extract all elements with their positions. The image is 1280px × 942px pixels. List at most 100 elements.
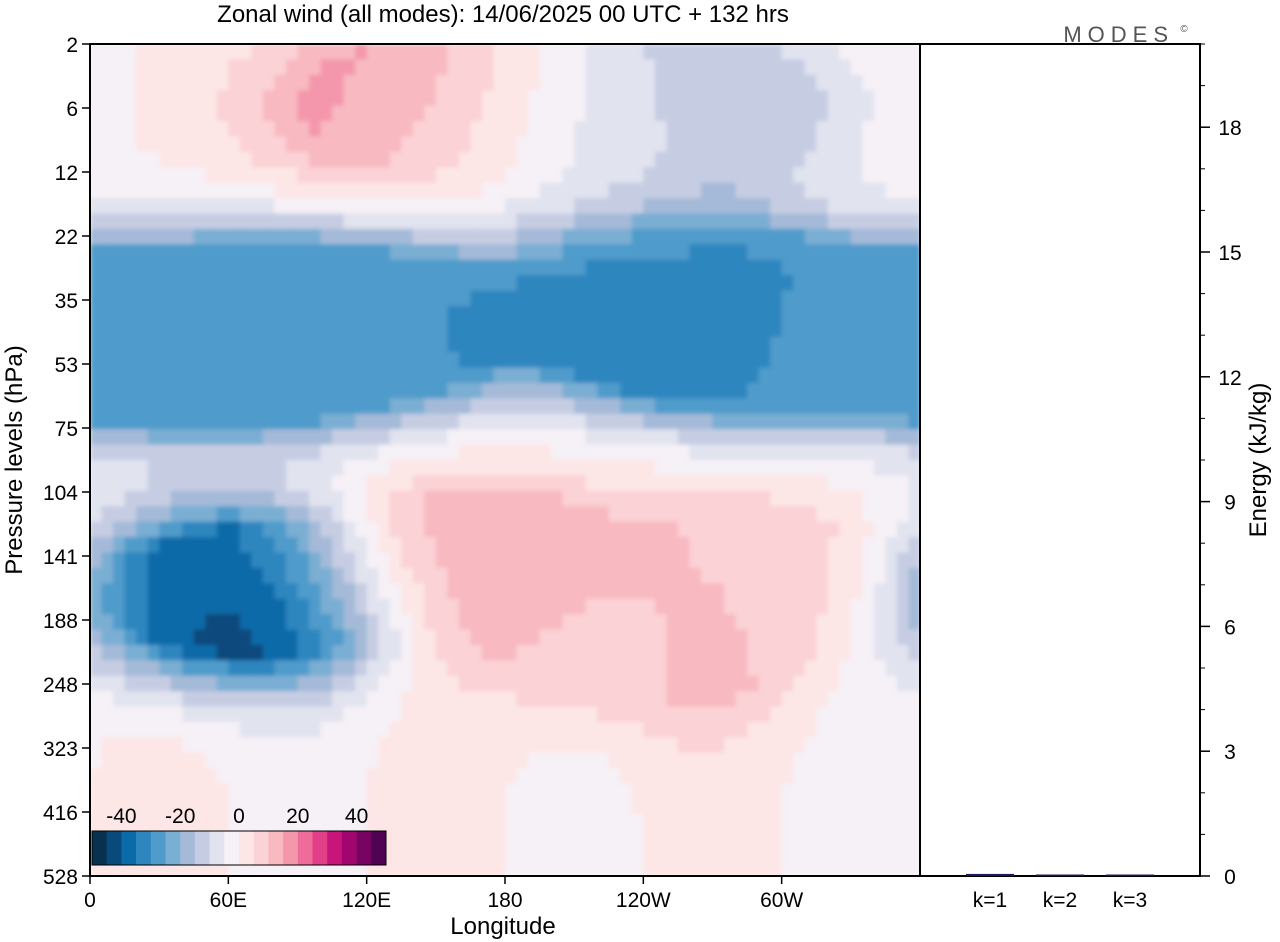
field-cell <box>804 244 817 261</box>
field-cell <box>747 352 760 369</box>
field-cell <box>804 737 817 754</box>
field-cell <box>758 521 771 538</box>
field-cell <box>458 151 472 168</box>
field-cell <box>781 460 794 477</box>
field-cell <box>804 644 817 661</box>
field-cell <box>689 444 702 461</box>
field-cell <box>297 429 310 446</box>
field-cell <box>182 213 195 230</box>
field-cell <box>643 136 656 153</box>
field-cell <box>239 321 252 338</box>
colorbar-swatch <box>283 831 299 865</box>
field-cell <box>505 213 518 230</box>
field-cell <box>193 305 206 322</box>
colorbar-swatch <box>371 831 387 865</box>
field-cell <box>355 352 368 369</box>
field-cell <box>539 413 552 430</box>
field-cell <box>297 398 310 415</box>
field-cell <box>747 629 760 646</box>
field-cell <box>297 182 310 199</box>
field-cell <box>608 275 621 292</box>
field-cell <box>839 228 852 245</box>
field-cell <box>850 721 863 738</box>
field-cell <box>458 644 472 661</box>
field-cell <box>551 583 564 600</box>
field-cell <box>620 275 633 292</box>
energy-bar <box>966 873 1014 876</box>
field-cell <box>620 305 633 322</box>
field-cell <box>793 629 806 646</box>
field-cell <box>677 537 691 554</box>
field-cell <box>666 413 679 430</box>
field-cell <box>885 413 898 430</box>
field-cell <box>908 336 920 353</box>
field-cell <box>516 521 529 538</box>
field-cell <box>435 151 448 168</box>
field-cell <box>700 737 714 754</box>
field-cell <box>458 583 472 600</box>
field-cell <box>804 506 817 523</box>
field-cell <box>159 552 172 569</box>
field-cell <box>908 783 920 800</box>
field-cell <box>781 814 794 831</box>
field-cell <box>366 228 379 245</box>
field-cell <box>332 475 345 492</box>
field-cell <box>90 275 103 292</box>
field-cell <box>539 305 552 322</box>
field-cell <box>562 860 575 876</box>
field-cell <box>309 167 322 184</box>
field-cell <box>585 367 598 384</box>
field-cell <box>493 567 506 584</box>
field-cell <box>839 136 852 153</box>
field-cell <box>274 675 287 692</box>
field-cell <box>262 737 276 754</box>
field-cell <box>424 429 437 446</box>
field-cell <box>631 506 644 523</box>
field-cell <box>216 90 229 107</box>
field-cell <box>424 475 437 492</box>
field-cell <box>343 105 356 122</box>
field-cell <box>528 398 541 415</box>
field-cell <box>285 290 299 307</box>
field-cell <box>355 213 368 230</box>
field-cell <box>770 167 783 184</box>
field-cell <box>816 228 829 245</box>
field-cell <box>297 490 310 507</box>
field-cell <box>389 321 402 338</box>
field-cell <box>862 783 875 800</box>
field-cell <box>677 90 691 107</box>
field-cell <box>401 475 414 492</box>
field-cell <box>389 768 402 785</box>
field-cell <box>389 151 402 168</box>
colorbar-tick-label: 20 <box>286 805 309 828</box>
field-cell <box>355 552 368 569</box>
field-cell <box>908 460 920 477</box>
field-cell <box>804 629 817 646</box>
field-cell <box>839 598 852 615</box>
field-cell <box>90 567 103 584</box>
field-cell <box>481 721 495 738</box>
field-cell <box>781 675 794 692</box>
field-cell <box>136 798 149 815</box>
field-cell <box>539 259 552 276</box>
field-cell <box>113 737 126 754</box>
field-cell <box>839 614 852 631</box>
field-cell <box>770 151 783 168</box>
field-cell <box>862 213 875 230</box>
field-cell <box>343 74 356 91</box>
field-cell <box>793 198 806 215</box>
field-cell <box>355 121 368 138</box>
field-cell <box>366 444 379 461</box>
field-cell <box>850 660 863 677</box>
field-cell <box>643 182 656 199</box>
field-cell <box>309 228 322 245</box>
field-cell <box>539 506 552 523</box>
field-cell <box>170 475 183 492</box>
field-cell <box>493 629 506 646</box>
field-cell <box>516 814 529 831</box>
y-tick-label: 323 <box>43 738 78 761</box>
field-cell <box>136 429 149 446</box>
field-cell <box>332 798 345 815</box>
field-cell <box>539 228 552 245</box>
field-cell <box>747 413 760 430</box>
